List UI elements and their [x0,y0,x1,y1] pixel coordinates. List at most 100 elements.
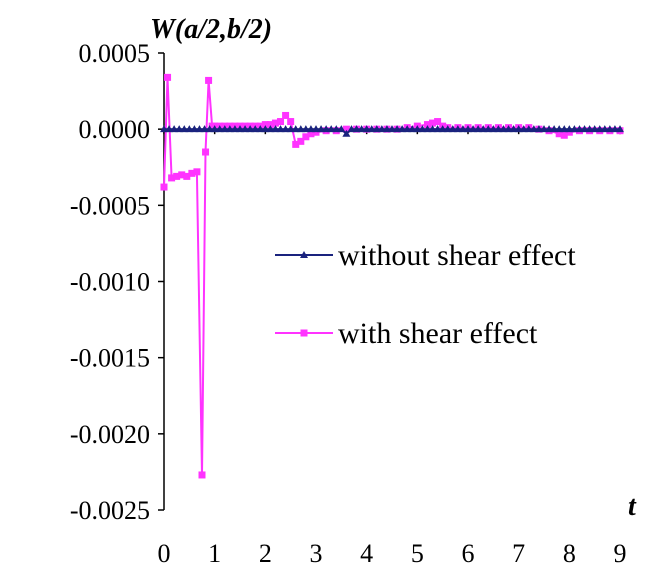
series-line-with-shear-effect [163,77,620,476]
data-point [210,125,219,133]
x-axis-title: t [628,491,637,522]
data-point [332,125,341,133]
data-point [205,76,213,84]
data-point [524,125,533,133]
data-point [494,125,503,133]
data-point [292,140,300,148]
data-point [560,125,569,133]
data-point [205,125,214,133]
data-point [291,125,300,133]
legend-label: with shear effect [338,317,538,350]
data-point [388,125,396,133]
data-point [464,125,472,133]
data-point [590,125,599,133]
data-point [429,119,437,127]
data-point [183,172,191,180]
x-tick-label: 9 [614,539,627,568]
data-point [352,125,361,133]
data-point [198,471,206,479]
data-point [271,119,279,127]
data-point [202,148,210,156]
data-point [489,125,498,133]
data-point [438,125,447,133]
data-point [545,125,554,133]
axes: 0.0005 0.0000 -0.0005 -0.0010 -0.0015 -0.0020… [70,39,627,568]
data-point [185,125,194,133]
x-tick-label: 7 [512,539,525,568]
data-point [178,171,186,179]
data-point [302,133,310,141]
y-tick-label: -0.0015 [70,344,150,373]
data-point [173,172,181,180]
data-point [357,125,366,133]
data-point [195,125,204,133]
data-point [271,125,280,133]
data-point [347,125,356,133]
data-point [534,125,543,133]
data-point [312,128,320,136]
data-point [509,125,518,133]
data-point [164,73,172,81]
data-point [382,125,391,133]
y-axis-title: W(a/2,b/2) [150,14,272,45]
data-point [504,125,513,133]
data-point [418,125,427,133]
data-point [540,125,548,133]
data-point [423,125,432,133]
data-point [307,130,315,138]
data-point [337,125,346,133]
x-tick-label: 5 [411,539,424,568]
data-point [458,125,467,133]
data-point [261,121,269,129]
y-tick-label: -0.0010 [70,268,150,297]
data-point [413,125,422,133]
y-tick-label: -0.0025 [70,496,150,525]
data-point [616,125,624,133]
data-point [287,118,295,126]
data-point [453,125,462,133]
data-point [408,125,417,133]
series-without-shear-effect [160,125,624,137]
data-point [215,125,224,133]
data-point [286,125,295,133]
data-point [317,125,326,133]
legend-item: without shear effect [275,239,576,272]
data-point [362,125,371,133]
x-tick-label: 8 [563,539,576,568]
data-point [595,125,604,133]
data-point [585,125,594,133]
series-layer [160,73,624,479]
data-point [282,111,290,119]
data-point [433,125,442,133]
data-point [519,125,528,133]
data-point [236,125,244,133]
x-tick-label: 6 [462,539,475,568]
data-point [165,125,174,133]
data-point [160,183,168,191]
data-point [168,174,176,182]
data-point [342,125,350,133]
x-tick-label: 2 [259,539,272,568]
data-point [200,125,209,133]
data-point [580,125,589,133]
data-point [306,125,315,133]
data-point [484,125,493,133]
data-point [342,129,351,137]
data-point [377,125,386,133]
y-tick-label: -0.0020 [70,420,150,449]
data-point [367,125,376,133]
data-point [276,125,285,133]
data-point [605,125,614,133]
data-point [393,125,402,133]
data-point [575,125,584,133]
y-tick-label: 0.0005 [79,39,151,68]
data-point [180,125,189,133]
series-with-shear-effect [160,73,624,479]
legend-swatch-marker [300,329,308,337]
legend-item: with shear effect [275,317,538,350]
data-point [469,125,478,133]
data-point [170,125,179,133]
data-point [188,169,196,177]
data-point [193,168,201,176]
data-point [301,125,310,133]
